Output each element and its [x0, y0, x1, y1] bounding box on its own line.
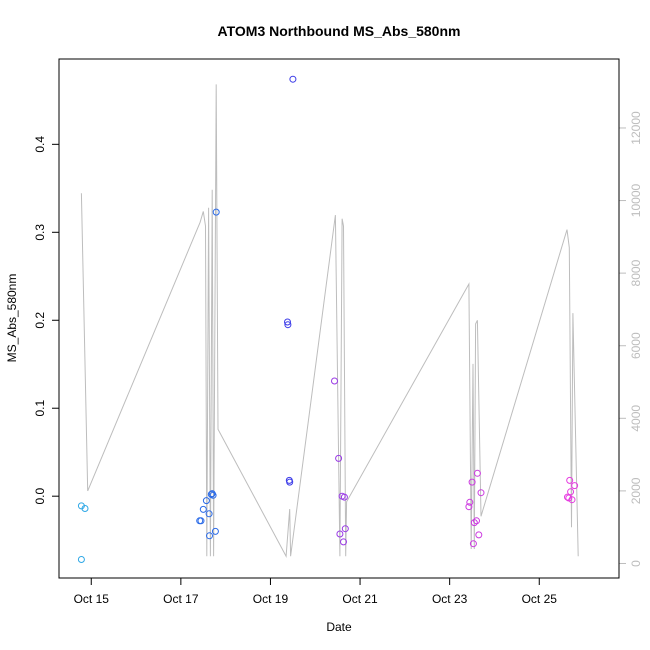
data-point-series-2	[211, 527, 219, 535]
data-point-series-2	[205, 510, 213, 518]
points-layer	[77, 75, 579, 563]
data-point-series-5	[473, 469, 481, 477]
data-point-series-5	[468, 478, 476, 486]
y-tick-label: 0.4	[33, 136, 47, 153]
data-point-series-4	[341, 525, 349, 533]
data-point-series-4	[331, 377, 338, 385]
y-axis-label: MS_Abs_580nm	[5, 274, 19, 363]
data-point-series-3	[284, 318, 291, 326]
data-point-series-6	[568, 496, 576, 504]
data-point-series-5	[475, 531, 483, 539]
data-point-series-1	[81, 505, 89, 512]
chart-title: ATOM3 Northbound MS_Abs_580nm	[218, 23, 461, 39]
y2-tick-label: 4000	[629, 405, 643, 432]
data-point-series-6	[566, 476, 574, 484]
data-point-series-3	[289, 75, 297, 83]
altitude-layer	[80, 84, 579, 558]
y-tick-label: 0.1	[33, 400, 47, 417]
y2-tick-label: 0	[629, 560, 643, 567]
y-tick-label: 0.0	[33, 488, 47, 505]
plot-frame	[58, 58, 620, 579]
data-point-series-1	[77, 556, 85, 563]
y2-tick-label: 12000	[629, 111, 643, 145]
data-point-series-2	[206, 532, 213, 540]
x-tick-label: Oct 17	[163, 592, 199, 606]
data-point-series-4	[340, 493, 348, 501]
data-point-series-2	[212, 208, 220, 216]
x-tick-label: Oct 21	[342, 592, 378, 606]
x-tick-label: Oct 23	[432, 592, 468, 606]
data-point-series-5	[473, 517, 480, 525]
data-point-series-4	[336, 530, 344, 538]
x-tick-label: Oct 25	[522, 592, 558, 606]
y2-tick-label: 8000	[629, 259, 643, 286]
data-point-series-5	[465, 503, 473, 511]
data-point-series-5	[469, 540, 477, 548]
data-point-series-2	[197, 517, 205, 525]
altitude-line	[80, 84, 579, 558]
data-point-series-6	[571, 482, 579, 490]
data-point-series-2	[199, 505, 207, 513]
data-point-series-6	[567, 488, 575, 496]
data-point-series-5	[466, 498, 474, 506]
y2-tick-label: 10000	[629, 183, 643, 217]
y2-tick-label: 2000	[629, 477, 643, 504]
data-point-series-4	[335, 454, 343, 462]
data-point-series-3	[286, 478, 294, 486]
y-tick-label: 0.3	[33, 224, 47, 241]
data-point-series-5	[470, 519, 478, 527]
data-point-series-2	[209, 491, 217, 499]
y-tick-label: 0.2	[33, 312, 47, 329]
x-tick-label: Oct 19	[253, 592, 289, 606]
x-tick-label: Oct 15	[74, 592, 110, 606]
data-point-series-3	[284, 321, 292, 329]
data-point-series-5	[477, 489, 485, 497]
x-axis-label: Date	[326, 620, 352, 634]
data-point-series-4	[340, 538, 347, 546]
y2-tick-label: 6000	[629, 332, 643, 359]
data-point-series-2	[202, 497, 210, 505]
